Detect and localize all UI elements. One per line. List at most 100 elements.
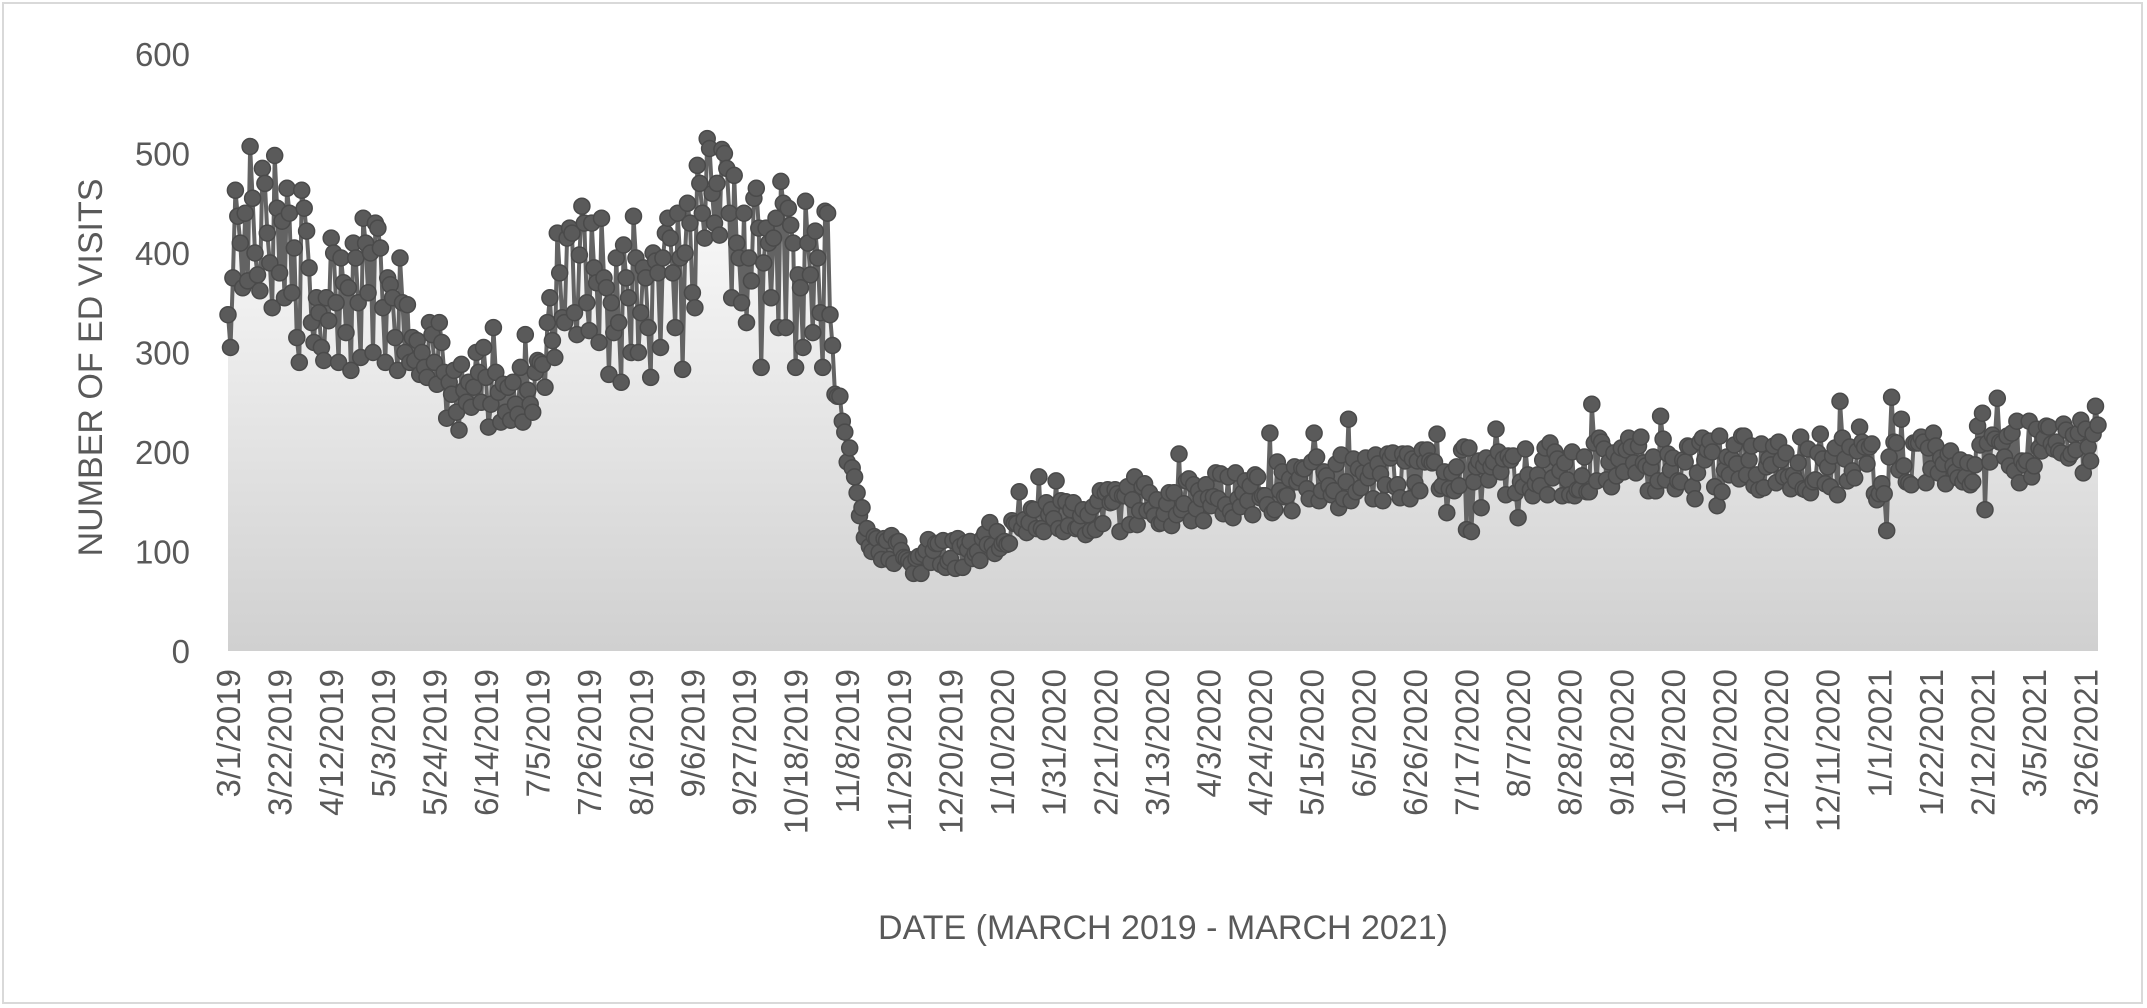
data-point xyxy=(840,439,859,457)
data-point xyxy=(2089,416,2107,434)
data-point xyxy=(688,156,707,175)
x-tick-label: 1/10/2020 xyxy=(984,669,1021,816)
data-point xyxy=(831,387,849,406)
data-point xyxy=(376,353,395,372)
data-point xyxy=(804,323,822,342)
x-tick-label: 6/26/2020 xyxy=(1397,669,1434,816)
x-tick-label: 3/13/2020 xyxy=(1139,669,1176,816)
data-point xyxy=(580,321,598,340)
data-point xyxy=(1462,522,1481,541)
data-point xyxy=(270,264,289,282)
data-point xyxy=(752,358,770,377)
data-point xyxy=(573,197,591,215)
data-point xyxy=(786,358,805,377)
data-point xyxy=(253,159,272,178)
data-point xyxy=(288,328,306,347)
data-point xyxy=(821,305,839,324)
data-point xyxy=(912,564,930,583)
data-point xyxy=(695,229,714,247)
data-point xyxy=(1307,448,1326,466)
data-point xyxy=(1583,395,1601,413)
x-tick-label: 8/28/2020 xyxy=(1552,669,1589,816)
data-point xyxy=(1710,427,1729,445)
data-point xyxy=(450,421,468,439)
data-point xyxy=(241,137,259,156)
data-point xyxy=(248,266,267,284)
data-point xyxy=(772,172,790,191)
data-point xyxy=(295,199,313,217)
data-point xyxy=(727,234,746,252)
x-axis-title: DATE (MARCH 2019 - MARCH 2021) xyxy=(878,909,1448,947)
data-point xyxy=(1047,472,1065,490)
data-point xyxy=(315,351,333,370)
data-point xyxy=(364,343,382,362)
data-point xyxy=(801,266,820,284)
data-point xyxy=(853,498,871,517)
data-point xyxy=(1278,487,1296,505)
data-point xyxy=(1465,473,1483,491)
data-point xyxy=(661,229,680,247)
data-point xyxy=(565,303,584,322)
data-point xyxy=(747,179,766,198)
data-point xyxy=(602,294,621,312)
data-point xyxy=(1516,440,1535,458)
data-point xyxy=(777,318,795,337)
data-point xyxy=(673,360,692,379)
y-axis-title: NUMBER OF ED VISITS xyxy=(72,179,110,557)
data-point xyxy=(845,468,864,486)
data-point xyxy=(791,279,810,297)
data-point xyxy=(1447,458,1466,476)
data-point xyxy=(398,295,417,314)
data-point xyxy=(1644,448,1662,466)
data-point xyxy=(725,166,743,185)
data-point xyxy=(632,303,650,322)
data-point xyxy=(971,551,989,570)
x-tick-label: 1/31/2020 xyxy=(1036,669,1073,816)
data-point xyxy=(715,144,734,163)
x-tick-label: 3/5/2021 xyxy=(2016,669,2053,797)
data-point xyxy=(332,249,350,267)
data-point xyxy=(1875,485,1893,503)
data-point xyxy=(796,192,815,211)
data-point xyxy=(1266,500,1284,519)
series-area xyxy=(228,138,2098,652)
x-tick-label: 12/11/2020 xyxy=(1810,669,1847,832)
y-tick-label: 600 xyxy=(135,36,190,73)
data-point xyxy=(226,181,245,200)
data-point xyxy=(541,289,559,307)
x-tick-label: 8/7/2020 xyxy=(1500,669,1537,797)
data-point xyxy=(1973,404,1992,422)
data-point xyxy=(624,207,643,225)
data-point xyxy=(1411,482,1429,500)
data-point xyxy=(1573,467,1591,485)
y-tick-label: 0 xyxy=(172,633,190,670)
data-point xyxy=(2025,457,2043,475)
data-point xyxy=(597,279,616,297)
data-point xyxy=(1654,430,1672,448)
data-point xyxy=(590,333,608,352)
data-point xyxy=(612,373,630,392)
data-point xyxy=(221,338,240,357)
data-point xyxy=(1895,457,1913,475)
data-point xyxy=(710,226,729,244)
x-tick-label: 9/18/2020 xyxy=(1603,669,1640,816)
data-point xyxy=(600,365,618,384)
data-point xyxy=(1777,444,1795,462)
data-point xyxy=(848,484,866,502)
data-point xyxy=(1887,434,1906,452)
data-point xyxy=(484,318,503,337)
data-point xyxy=(280,204,299,222)
data-point xyxy=(251,282,269,300)
data-point xyxy=(290,353,309,372)
data-point xyxy=(641,368,660,387)
x-tick-label: 8/16/2019 xyxy=(623,669,660,816)
x-tick-label: 10/18/2019 xyxy=(778,669,815,834)
data-point xyxy=(740,249,758,267)
data-point xyxy=(1094,514,1112,533)
data-point xyxy=(1892,410,1911,428)
data-point xyxy=(292,181,311,200)
data-point xyxy=(1030,468,1048,486)
data-point xyxy=(1850,418,1869,436)
data-point xyxy=(1339,410,1358,428)
